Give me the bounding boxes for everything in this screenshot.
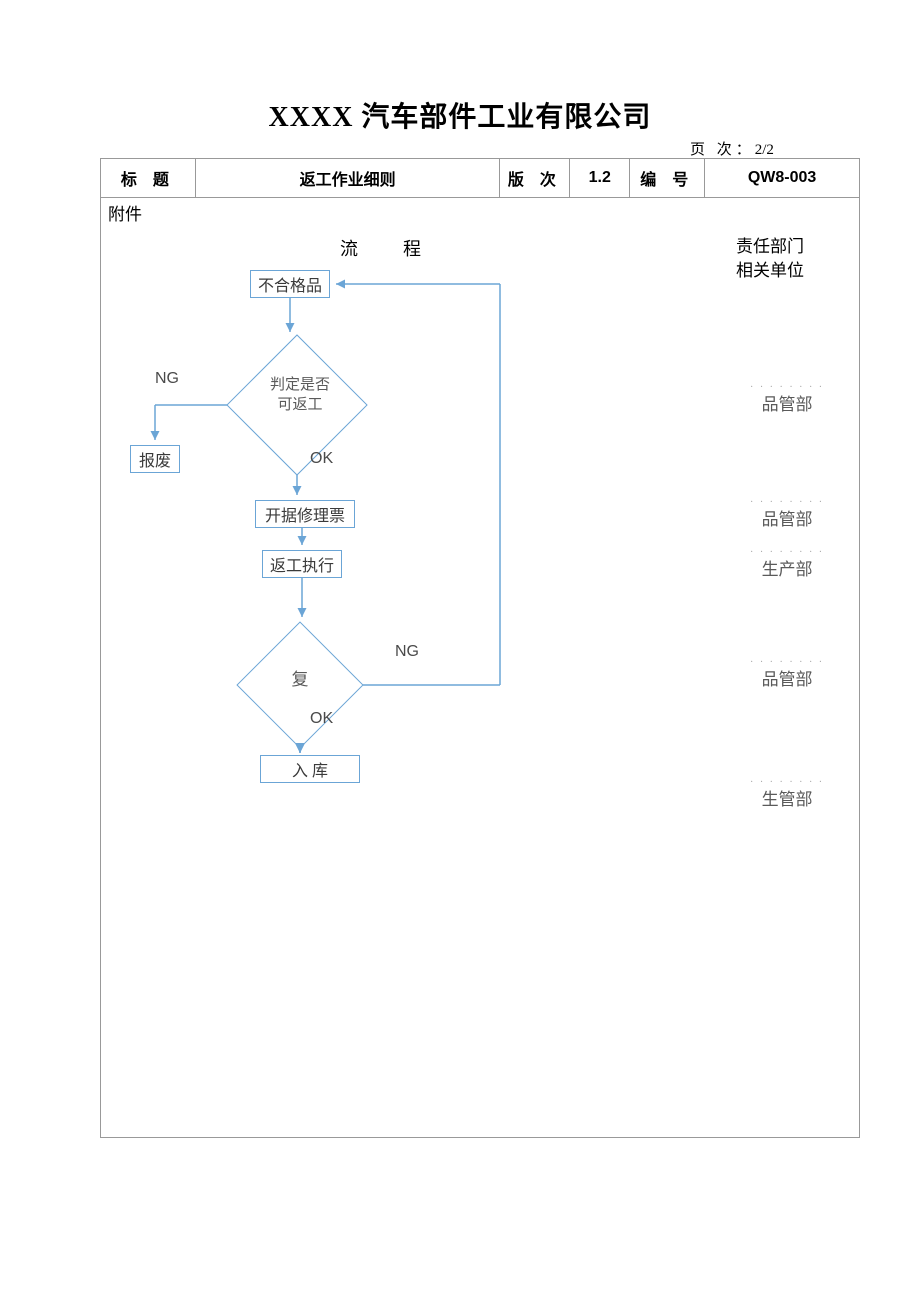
page-label: 页 次： bbox=[690, 142, 755, 158]
header-version-label: 版 次 bbox=[500, 159, 570, 198]
header-title-value: 返工作业细则 bbox=[195, 159, 500, 198]
page-info: 页 次：2/2 bbox=[690, 138, 774, 159]
flow-node-rework-exec: 返工执行 bbox=[262, 550, 342, 578]
header-version-value: 1.2 bbox=[570, 159, 630, 198]
flow-header: 流程 bbox=[340, 235, 466, 261]
flow-label-ok2: OK bbox=[310, 710, 333, 728]
dept-1: · · · · · · · · 品管部 bbox=[750, 382, 824, 415]
decision1-line2: 可返工 bbox=[260, 395, 340, 415]
flow-node-scrap: 报废 bbox=[130, 445, 180, 473]
dept-label: 品管部 bbox=[750, 390, 824, 415]
flow-decision-rework-text: 判定是否 可返工 bbox=[260, 375, 340, 415]
flow-decision-recheck-text: 复 bbox=[275, 670, 325, 690]
dept-3: · · · · · · · · 生产部 bbox=[750, 547, 824, 580]
dept-label: 品管部 bbox=[750, 505, 824, 530]
attachment-label: 附件 bbox=[108, 200, 142, 225]
responsibility-line2: 相关单位 bbox=[720, 259, 820, 283]
dept-2: · · · · · · · · 品管部 bbox=[750, 497, 824, 530]
flow-node-nonconforming: 不合格品 bbox=[250, 270, 330, 298]
responsibility-line1: 责任部门 bbox=[720, 235, 820, 259]
flow-node-repair-ticket: 开据修理票 bbox=[255, 500, 355, 528]
header-title-label: 标 题 bbox=[101, 159, 196, 198]
responsibility-header: 责任部门 相关单位 bbox=[720, 235, 820, 283]
dept-5: · · · · · · · · 生管部 bbox=[750, 777, 824, 810]
header-number-label: 编 号 bbox=[630, 159, 705, 198]
company-title: XXXX 汽车部件工业有限公司 bbox=[0, 95, 920, 135]
page-value: 2/2 bbox=[755, 142, 774, 158]
flow-node-warehouse: 入 库 bbox=[260, 755, 360, 783]
dept-label: 生管部 bbox=[750, 785, 824, 810]
dept-label: 品管部 bbox=[750, 665, 824, 690]
flow-label-ng1: NG bbox=[155, 370, 179, 388]
header-table: 标 题 返工作业细则 版 次 1.2 编 号 QW8-003 bbox=[100, 158, 860, 198]
header-row: 标 题 返工作业细则 版 次 1.2 编 号 QW8-003 bbox=[101, 159, 860, 198]
header-number-value: QW8-003 bbox=[705, 159, 860, 198]
dept-label: 生产部 bbox=[750, 555, 824, 580]
body-frame bbox=[100, 193, 860, 1138]
dept-4: · · · · · · · · 品管部 bbox=[750, 657, 824, 690]
flow-label-ng2: NG bbox=[395, 643, 419, 661]
decision1-line1: 判定是否 bbox=[260, 375, 340, 395]
flow-label-ok1: OK bbox=[310, 450, 333, 468]
